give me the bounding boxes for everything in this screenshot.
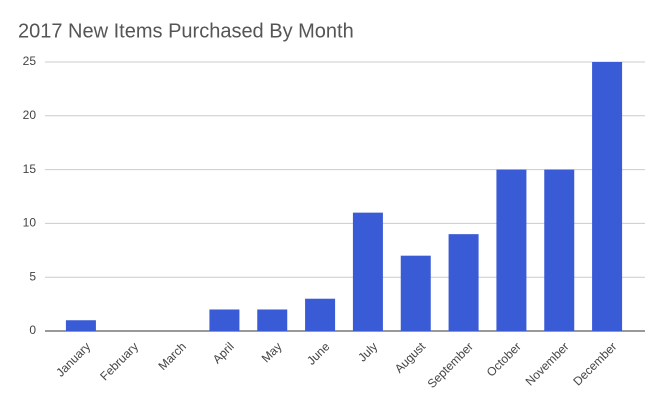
x-tick-label: August [392, 339, 429, 376]
chart-title: 2017 New Items Purchased By Month [18, 20, 354, 42]
x-tick-label: October [484, 339, 524, 379]
bar [496, 169, 527, 331]
x-tick-label: February [97, 339, 141, 383]
x-tick-label: December [570, 339, 619, 388]
y-tick-label: 25 [23, 54, 37, 68]
x-tick-label: November [523, 339, 572, 388]
bar [592, 62, 623, 331]
bar [305, 298, 336, 331]
y-tick-label: 0 [29, 323, 36, 337]
bar [544, 169, 575, 331]
bar [448, 234, 479, 331]
x-tick-label: June [304, 339, 333, 368]
x-tick-label: March [155, 339, 188, 372]
x-tick-label: May [259, 339, 285, 365]
bar [352, 212, 383, 331]
x-tick-label: July [355, 339, 380, 364]
x-tick-label: April [210, 339, 237, 366]
x-tick-label: September [425, 339, 476, 390]
x-tick-label: January [53, 339, 93, 379]
y-tick-label: 5 [29, 269, 36, 283]
bar [209, 309, 240, 331]
y-tick-label: 10 [23, 216, 37, 230]
bar [257, 309, 288, 331]
y-tick-label: 20 [23, 108, 37, 122]
bar [400, 255, 431, 331]
bar [65, 320, 96, 331]
y-tick-label: 15 [23, 162, 37, 176]
